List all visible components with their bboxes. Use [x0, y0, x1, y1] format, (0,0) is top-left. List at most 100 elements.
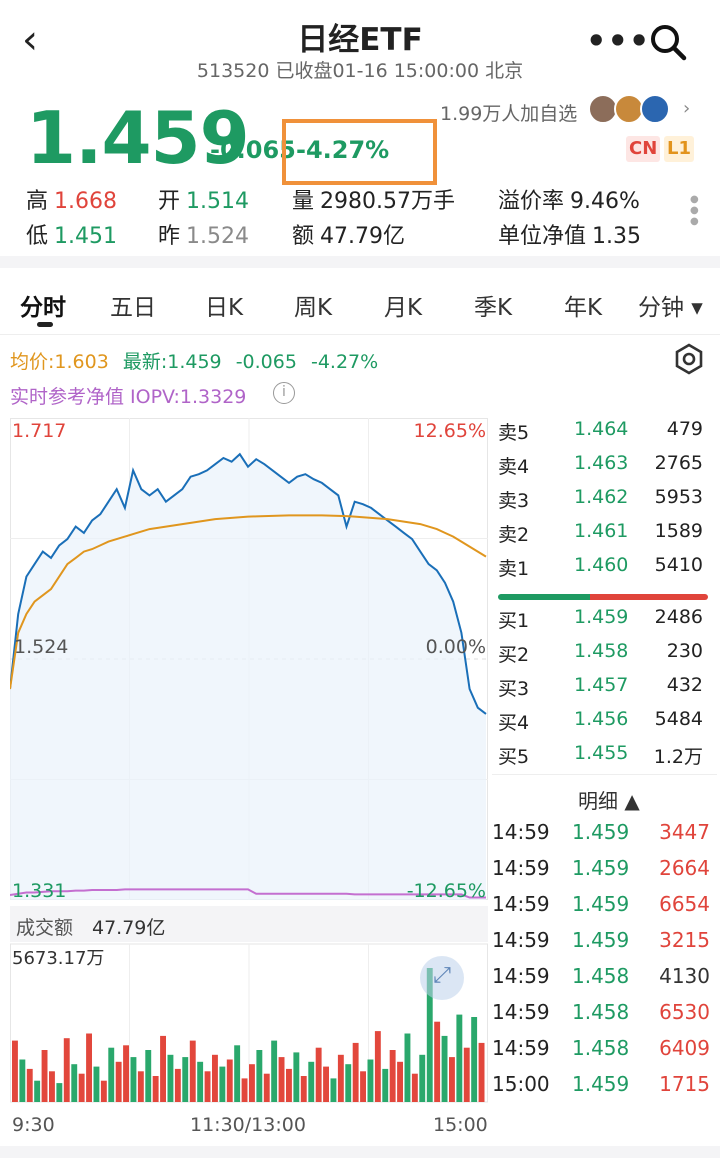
y-bot-label: 1.331 — [12, 880, 67, 902]
avg-price-label: 均价:1.603 — [10, 351, 109, 373]
volume-bar — [256, 1050, 263, 1102]
back-icon[interactable]: ‹ — [22, 17, 38, 63]
volume-bar — [249, 1064, 255, 1102]
pct-mid-label: 0.00% — [425, 636, 486, 658]
tab-five-day[interactable]: 五日 — [110, 295, 156, 321]
volume-bar — [212, 1054, 218, 1102]
intraday-chart — [10, 418, 488, 1103]
volume-bar — [115, 1061, 122, 1102]
price-change-percent: -4.27% — [296, 136, 390, 164]
volume-bar — [382, 1068, 389, 1102]
trade-row: 14:59 1.458 6409 — [492, 1036, 710, 1060]
volume-bar — [441, 1035, 448, 1102]
divider — [492, 774, 717, 775]
bid-row[interactable]: 买1 1.459 2486 — [498, 606, 703, 632]
stat-premium: 溢价率 9.46% — [498, 189, 640, 214]
ask-row[interactable]: 卖1 1.460 5410 — [498, 554, 703, 580]
tab-yearly-k[interactable]: 年K — [564, 295, 603, 321]
ask-row[interactable]: 卖3 1.462 5953 — [498, 486, 703, 512]
avatar[interactable] — [588, 94, 618, 124]
volume-bar — [93, 1066, 100, 1102]
tab-daily-k[interactable]: 日K — [205, 295, 244, 321]
volume-bar — [241, 1078, 248, 1102]
volume-bar — [152, 1076, 159, 1102]
volume-bar — [404, 1033, 411, 1102]
volume-bar — [323, 1066, 329, 1102]
volume-label: 成交额 — [16, 917, 74, 939]
bid-row[interactable]: 买2 1.458 230 — [498, 640, 703, 666]
trade-row: 14:59 1.459 2664 — [492, 856, 710, 880]
tab-minute[interactable]: 分钟 ▾ — [638, 295, 703, 321]
stat-amount: 额 47.79亿 — [292, 224, 405, 249]
tab-indicator — [37, 322, 53, 327]
volume-bar — [449, 1057, 455, 1102]
bid-row[interactable]: 买3 1.457 432 — [498, 674, 703, 700]
tab-monthly-k[interactable]: 月K — [384, 295, 423, 321]
tab-weekly-k[interactable]: 周K — [294, 295, 333, 321]
search-icon[interactable] — [648, 22, 688, 62]
avatar[interactable] — [640, 94, 670, 124]
stat-low: 低 1.451 — [26, 224, 117, 249]
last-price: 1.459 — [26, 96, 250, 180]
volume-bar — [471, 1017, 478, 1102]
price-line — [10, 452, 487, 715]
price-area — [10, 454, 486, 900]
ask-row[interactable]: 卖4 1.463 2765 — [498, 452, 703, 478]
volume-bar — [367, 1059, 374, 1102]
expand-icon[interactable]: ⤢ — [420, 956, 464, 1000]
volume-bar — [330, 1078, 337, 1102]
latest-change: -0.065 — [235, 351, 297, 373]
trade-row: 14:59 1.459 3215 — [492, 928, 710, 952]
volume-bar — [397, 1061, 403, 1102]
volume-bar — [100, 1080, 107, 1102]
volume-bar — [41, 1050, 48, 1102]
volume-bar — [419, 1054, 426, 1102]
trade-row: 14:59 1.458 6530 — [492, 1000, 710, 1024]
bid-row[interactable]: 买4 1.456 5484 — [498, 708, 703, 734]
volume-bar — [300, 1076, 307, 1102]
vertical-more-icon[interactable]: ● ● ● — [690, 194, 699, 227]
trade-list: 14:59 1.459 3447 14:59 1.459 2664 14:59 1.459… — [490, 820, 718, 1110]
stat-nav: 单位净值 1.35 — [498, 224, 641, 249]
volume-bar — [63, 1038, 70, 1102]
info-line: 均价:1.603 最新:1.459 -0.065 -4.27% — [10, 347, 378, 374]
settings-icon[interactable] — [672, 342, 706, 376]
page-subtitle: 513520 已收盘01-16 15:00:00 北京 — [196, 60, 524, 82]
bid-strength-bar — [498, 594, 590, 600]
trade-row: 15:00 1.459 1715 — [492, 1072, 710, 1096]
volume-bar — [34, 1080, 41, 1102]
divider — [0, 334, 720, 335]
chevron-right-icon[interactable]: › — [683, 98, 691, 119]
price-change: -0.065 — [210, 136, 296, 164]
tab-quarterly-k[interactable]: 季K — [474, 295, 513, 321]
volume-bar — [434, 1021, 441, 1102]
volume-bar — [182, 1057, 189, 1102]
info-icon[interactable]: i — [273, 382, 295, 404]
trade-row: 14:59 1.458 4130 — [492, 964, 710, 988]
volume-bar — [71, 1064, 78, 1102]
volume-max-label: 5673.17万 — [12, 948, 105, 969]
more-icon[interactable]: ••• — [586, 22, 651, 60]
volume-header-bg — [10, 906, 488, 942]
volume-bar — [271, 1040, 278, 1102]
latest-price-label: 最新:1.459 — [122, 351, 222, 373]
volume-bar — [360, 1071, 366, 1102]
volume-bar — [19, 1059, 26, 1102]
market-tag-cn: CN — [626, 136, 661, 162]
page-title: 日经ETF — [297, 22, 423, 58]
volume-bar — [337, 1054, 344, 1102]
volume-bar — [374, 1031, 381, 1102]
volume-bar — [308, 1061, 315, 1102]
bid-row[interactable]: 买5 1.455 1.2万 — [498, 742, 703, 768]
volume-bar — [56, 1083, 63, 1102]
volume-bar — [123, 1045, 129, 1102]
ask-row[interactable]: 卖2 1.461 1589 — [498, 520, 703, 546]
x-label-close: 15:00 — [433, 1114, 488, 1136]
trade-detail-toggle[interactable]: 明细 ▲ — [578, 789, 640, 813]
watchers-count[interactable]: 1.99万人加自选 — [440, 103, 578, 125]
volume-bar — [463, 1047, 470, 1102]
volume-bar — [234, 1045, 241, 1102]
tab-intraday[interactable]: 分时 — [20, 295, 66, 321]
volume-bar — [263, 1073, 270, 1102]
ask-row[interactable]: 卖5 1.464 479 — [498, 418, 703, 444]
